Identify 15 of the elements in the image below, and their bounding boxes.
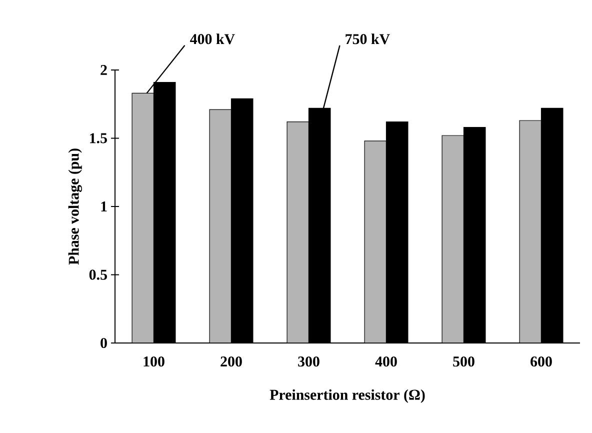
y-tick-label: 1: [101, 202, 107, 212]
y-tick-label: 2: [100, 65, 107, 75]
text: 400 kV: [190, 34, 235, 44]
x-tick-label: 100: [144, 356, 164, 367]
x-tick-label: 300: [298, 356, 320, 367]
text: 750 kV: [346, 34, 390, 44]
x-tick-label: 600: [530, 356, 552, 367]
x-tick-label: 500: [453, 356, 474, 367]
y-tick-label: 0: [100, 338, 107, 348]
x-tick-label: 400: [375, 356, 397, 367]
y-axis-title: Phase voltage (pu): [68, 148, 82, 265]
y-tick-label: 0.5: [89, 270, 107, 280]
y-tick-label: 1.5: [90, 133, 107, 144]
x-tick-label: 200: [220, 356, 242, 367]
x-axis-title: Preinsertion resistor (Ω): [270, 389, 425, 403]
